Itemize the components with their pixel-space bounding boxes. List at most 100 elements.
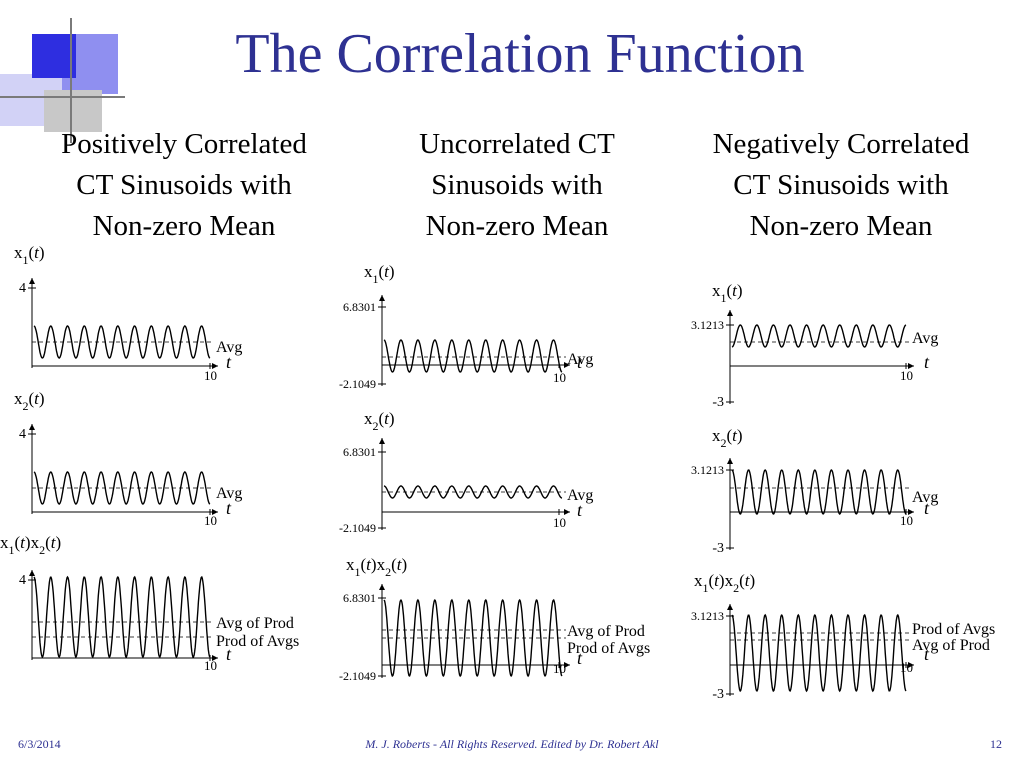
y-tick-label: 4 <box>19 573 26 588</box>
y-axis-label: x1(t) <box>712 281 743 305</box>
x-axis-arrow <box>908 509 914 515</box>
average-label: Avg of Prod <box>216 615 294 632</box>
y-axis-arrow <box>379 438 385 444</box>
x-axis-label: t <box>577 648 583 668</box>
y-axis-arrow <box>29 424 35 430</box>
footer-page-number: 12 <box>990 737 1002 751</box>
x-axis-arrow <box>212 363 218 369</box>
x-axis-label: t <box>577 352 583 372</box>
average-label: Avg <box>912 330 938 347</box>
signal-waveform <box>383 598 563 678</box>
x-axis-arrow <box>908 363 914 369</box>
y-axis-label: x1(t) <box>364 262 395 286</box>
y-tick-label: -3 <box>712 541 724 556</box>
y-tick-label: 3.1213 <box>691 609 724 623</box>
y-tick-label: 6.8301 <box>343 591 376 605</box>
average-label: Prod of Avgs <box>912 621 995 638</box>
x-axis-arrow <box>564 362 570 368</box>
signal-waveform <box>383 339 563 373</box>
x-axis-label: t <box>226 644 232 664</box>
y-axis-label: x1(t) <box>14 243 45 267</box>
x-tick-label: 10 <box>900 513 913 528</box>
y-axis-arrow <box>29 278 35 284</box>
y-axis-label: x2(t) <box>14 389 45 413</box>
x-axis-label: t <box>924 644 930 664</box>
y-axis-label: x2(t) <box>712 426 743 450</box>
column-heading-positive: Positively Correlated CT Sinusoids with … <box>24 124 344 247</box>
x-tick-label: 10 <box>204 658 217 673</box>
x-tick-label: 10 <box>900 368 913 383</box>
x-axis-arrow <box>564 662 570 668</box>
y-tick-label: 4 <box>19 281 26 296</box>
signal-waveform <box>33 575 211 659</box>
heading-line: Non-zero Mean <box>92 210 276 242</box>
heading-line: CT Sinusoids with <box>733 169 949 201</box>
y-axis-arrow <box>379 584 385 590</box>
heading-line: Sinusoids with <box>431 169 603 201</box>
signal-waveform <box>731 324 907 348</box>
average-label: Avg <box>567 351 593 368</box>
x-axis-arrow <box>564 509 570 515</box>
y-axis-label: x1(t)x2(t) <box>694 571 755 595</box>
x-axis-label: t <box>577 500 583 520</box>
y-axis-label: x2(t) <box>364 409 395 433</box>
average-label: Avg <box>912 489 938 506</box>
average-label: Avg of Prod <box>567 623 645 640</box>
y-axis-arrow <box>727 310 733 316</box>
y-tick-label: -2.1049 <box>339 669 376 683</box>
y-tick-label: 3.1213 <box>691 463 724 477</box>
average-label: Avg <box>216 339 242 356</box>
heading-line: Non-zero Mean <box>425 210 609 242</box>
x-tick-label: 10 <box>204 513 217 528</box>
x-tick-label: 10 <box>553 370 566 385</box>
slide-title: The Correlation Function <box>235 23 805 85</box>
heading-line: Negatively Correlated <box>712 128 970 160</box>
average-label: Avg of Prod <box>912 637 990 654</box>
y-tick-label: 4 <box>19 427 26 442</box>
y-axis-arrow <box>379 295 385 301</box>
column-heading-uncorrelated: Uncorrelated CT Sinusoids with Non-zero … <box>372 124 662 247</box>
heading-line: Positively Correlated <box>61 128 307 160</box>
deco-square-dark <box>32 34 76 78</box>
x-axis-arrow <box>212 509 218 515</box>
deco-line-horizontal <box>0 96 125 98</box>
y-tick-label: -2.1049 <box>339 377 376 391</box>
average-label: Prod of Avgs <box>567 640 650 657</box>
y-axis-arrow <box>727 458 733 464</box>
x-axis-label: t <box>924 352 930 372</box>
average-label: Prod of Avgs <box>216 633 299 650</box>
average-label: Avg <box>567 487 593 504</box>
x-axis-arrow <box>908 662 914 668</box>
heading-line: Non-zero Mean <box>749 210 933 242</box>
y-tick-label: -3 <box>712 395 724 410</box>
y-tick-label: -2.1049 <box>339 521 376 535</box>
average-label: Avg <box>216 485 242 502</box>
signal-waveform <box>731 613 907 693</box>
deco-line-vertical <box>70 18 72 143</box>
y-tick-label: 6.8301 <box>343 445 376 459</box>
x-axis-arrow <box>212 655 218 661</box>
x-axis-label: t <box>226 498 232 518</box>
y-tick-label: -3 <box>712 687 724 702</box>
x-axis-label: t <box>226 352 232 372</box>
y-axis-label: x1(t)x2(t) <box>346 555 407 579</box>
y-axis-arrow <box>727 604 733 610</box>
x-tick-label: 10 <box>204 368 217 383</box>
heading-line: CT Sinusoids with <box>76 169 292 201</box>
footer-credit: M. J. Roberts - All Rights Reserved. Edi… <box>365 737 659 751</box>
x-axis-label: t <box>924 498 930 518</box>
footer-date: 6/3/2014 <box>18 737 61 751</box>
x-tick-label: 10 <box>553 661 566 676</box>
signal-waveform <box>731 469 907 515</box>
y-tick-label: 3.1213 <box>691 318 724 332</box>
signal-waveform <box>383 485 563 499</box>
heading-line: Uncorrelated CT <box>419 128 615 160</box>
x-tick-label: 10 <box>553 515 566 530</box>
y-axis-label: x1(t)x2(t) <box>0 533 61 557</box>
signal-waveform <box>33 325 211 359</box>
y-axis-arrow <box>29 570 35 576</box>
column-heading-negative: Negatively Correlated CT Sinusoids with … <box>676 124 1006 247</box>
y-tick-label: 6.8301 <box>343 300 376 314</box>
signal-waveform <box>33 471 211 505</box>
